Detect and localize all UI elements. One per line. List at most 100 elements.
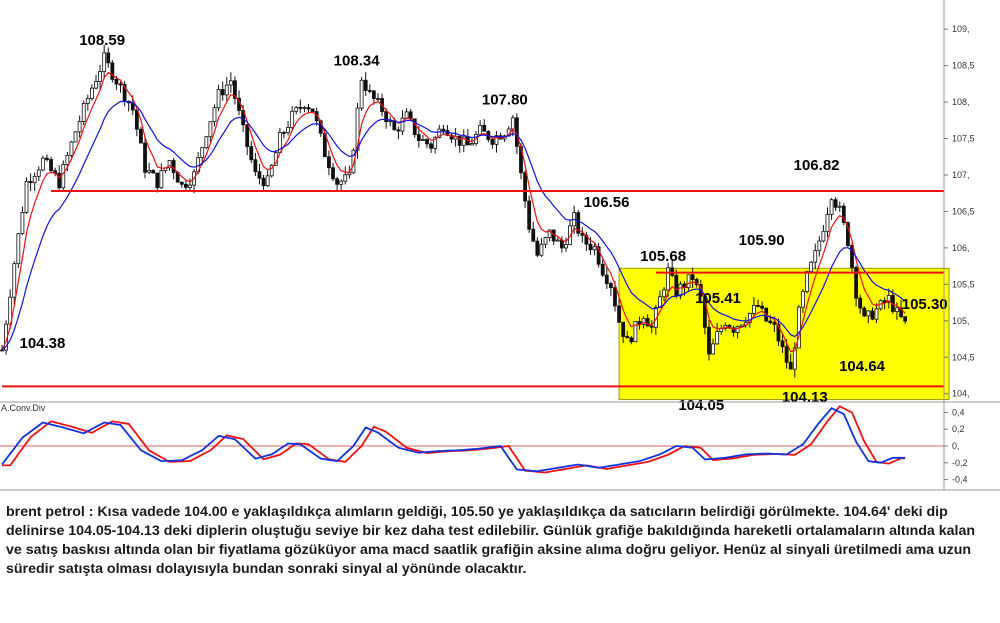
candle-body (245, 124, 250, 148)
price-tick-label: 108,5 (952, 61, 975, 71)
candle-body (564, 244, 568, 249)
macd-tick-label: 0,2 (952, 424, 965, 434)
candle-body (257, 171, 262, 179)
candle-body (596, 246, 601, 265)
candle-body (376, 98, 380, 100)
macd-panel-label: A.Conv.Div (1, 403, 46, 413)
candle-body (870, 310, 875, 320)
candle-body (36, 169, 41, 177)
candle-body (600, 263, 605, 276)
macd-tick-label: 0, (952, 441, 960, 451)
candle-body (155, 172, 160, 189)
candle-body (874, 308, 879, 320)
candle-body (539, 243, 544, 256)
candle-body (314, 111, 319, 122)
candle-body (114, 78, 119, 85)
candle-body (347, 172, 352, 176)
candle-body (784, 346, 789, 363)
candle-body (837, 205, 842, 208)
candle-body (805, 271, 809, 292)
macd-tick-label: 0,4 (952, 407, 965, 417)
candle-body (515, 117, 519, 147)
candle-body (220, 89, 225, 96)
candle-body (286, 127, 290, 134)
candle-body (780, 340, 785, 348)
candle-body (776, 323, 781, 342)
candle-body (331, 167, 335, 180)
candle-body (437, 128, 442, 139)
candle-body (768, 320, 773, 324)
candle-body (707, 326, 711, 355)
price-tick-label: 106, (952, 243, 970, 253)
candle-body (147, 170, 152, 173)
moving-average-slow (1, 100, 906, 351)
candle-body (543, 237, 548, 245)
candle-body (850, 245, 854, 268)
candle-body (645, 318, 650, 327)
candle-body (261, 177, 266, 187)
candle-body (290, 110, 295, 128)
candle-body (306, 107, 311, 110)
candle-body (16, 233, 21, 265)
price-tick-label: 105, (952, 316, 970, 326)
candle-body (265, 175, 270, 187)
candle-body (535, 240, 540, 256)
candle-body (625, 336, 630, 339)
candle-body (416, 134, 421, 141)
candle-body (470, 143, 474, 146)
candle-body (363, 79, 368, 91)
candle-body (159, 170, 164, 189)
candle-body (404, 111, 409, 119)
candle-body (0, 349, 4, 352)
candle-body (81, 102, 86, 122)
candle-body (400, 117, 405, 132)
candle-body (429, 143, 433, 149)
candle-body (441, 128, 446, 131)
candle-body (580, 232, 585, 236)
candle-body (57, 172, 62, 189)
candle-body (28, 181, 33, 184)
candle-body (882, 300, 887, 303)
candle-body (167, 160, 172, 169)
candle-body (151, 170, 156, 174)
candle-body (94, 81, 98, 89)
candle-body (633, 321, 638, 343)
candle-body (20, 212, 25, 235)
candle-body (494, 135, 499, 145)
candle-body (796, 306, 801, 349)
macd-tick-label: -0,2 (952, 458, 968, 468)
candle-body (253, 159, 258, 173)
candle-body (40, 157, 45, 171)
price-tick-label: 109, (952, 24, 970, 34)
candle-body (670, 267, 675, 276)
candle-body (813, 250, 818, 263)
candle-body (788, 361, 793, 370)
candle-body (895, 307, 899, 312)
candle-body (833, 199, 838, 208)
price-annotation: 105.30 (902, 296, 948, 313)
candle-body (310, 108, 315, 112)
candle-body (678, 283, 683, 297)
price-annotation: 106.56 (584, 194, 630, 211)
candle-body (613, 287, 617, 307)
price-annotation: 104.13 (782, 389, 828, 406)
candle-body (686, 274, 691, 289)
candle-body (609, 283, 613, 289)
candle-body (523, 172, 527, 202)
candle-body (666, 267, 671, 291)
candle-body (188, 184, 192, 188)
candle-body (739, 324, 744, 327)
candle-body (829, 199, 834, 215)
candle-body (588, 243, 593, 251)
price-annotation: 105.68 (640, 248, 686, 265)
candle-body (61, 164, 66, 189)
candle-body (747, 312, 752, 323)
candle-body (809, 261, 814, 272)
candle-body (531, 228, 536, 242)
candle-body (224, 84, 229, 96)
candle-body (825, 214, 830, 232)
price-tick-label: 107,5 (952, 134, 975, 144)
candle-body (269, 164, 274, 177)
candle-body (478, 124, 483, 135)
candle-body (408, 111, 413, 120)
